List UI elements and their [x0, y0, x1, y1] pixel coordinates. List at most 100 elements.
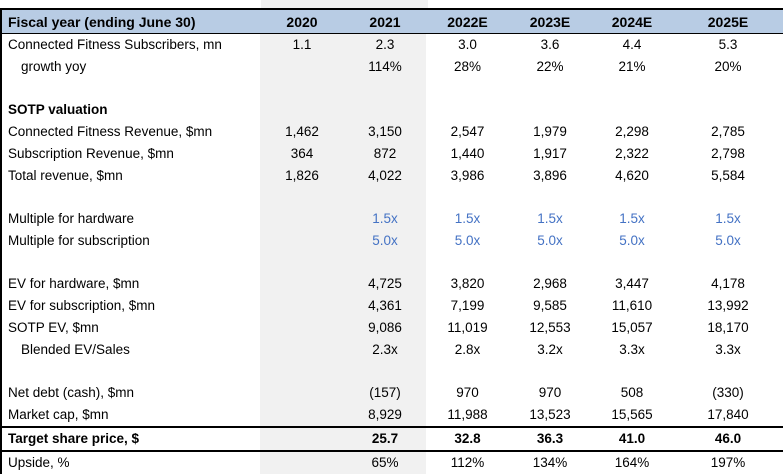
empty-cell[interactable]	[426, 187, 509, 208]
cell-value[interactable]: 11,019	[447, 320, 488, 335]
cell-value[interactable]: 9,086	[344, 317, 426, 339]
cell-value[interactable]: 3.3x	[715, 342, 741, 357]
cell-value[interactable]: 41.0	[591, 426, 673, 452]
header-year-2023e[interactable]: 2023E	[509, 9, 591, 34]
cell-value[interactable]: 2,547	[450, 124, 485, 139]
cell-value[interactable]: 12,553	[529, 320, 571, 335]
row-label[interactable]: Upside, %	[8, 455, 70, 470]
empty-cell[interactable]	[344, 252, 426, 273]
row-label[interactable]: Net debt (cash), $mn	[8, 385, 135, 400]
row-label[interactable]: EV for hardware, $mn	[8, 276, 140, 291]
cell-value[interactable]: 7,199	[450, 298, 485, 313]
cell-value[interactable]: 5.0x	[344, 230, 426, 252]
row-label[interactable]: Total revenue, $mn	[8, 168, 123, 183]
row-label[interactable]: Connected Fitness Revenue, $mn	[8, 124, 213, 139]
cell-value[interactable]	[673, 99, 783, 121]
empty-cell[interactable]	[1, 361, 260, 382]
row-label[interactable]: Target share price, $	[1, 426, 260, 452]
empty-cell[interactable]	[1, 252, 260, 273]
cell-value[interactable]: 13,523	[529, 407, 571, 422]
cell-value[interactable]: 2,298	[615, 124, 649, 139]
cell-value[interactable]	[260, 426, 344, 452]
cell-value[interactable]: 4.4	[622, 37, 642, 52]
row-label[interactable]: SOTP valuation	[8, 102, 108, 117]
cell-value[interactable]: 36.3	[509, 426, 591, 452]
cell-value[interactable]: (330)	[712, 385, 744, 400]
cell-value[interactable]: 5,584	[711, 168, 745, 183]
cell-value[interactable]	[260, 56, 344, 78]
cell-value[interactable]: 25.7	[344, 426, 426, 452]
row-label[interactable]: EV for subscription, $mn	[8, 298, 156, 313]
empty-cell[interactable]	[260, 187, 344, 208]
cell-value[interactable]: 2,785	[711, 124, 745, 139]
header-year-2022e[interactable]: 2022E	[426, 9, 509, 34]
cell-value[interactable]: 5.0x	[537, 233, 563, 248]
cell-value[interactable]: 1,462	[260, 121, 344, 143]
empty-cell[interactable]	[344, 361, 426, 382]
cell-value[interactable]: 28%	[453, 59, 482, 74]
empty-cell[interactable]	[426, 252, 509, 273]
cell-value[interactable]: 5.3	[718, 37, 738, 52]
empty-cell[interactable]	[509, 187, 591, 208]
cell-value[interactable]: 5.0x	[454, 233, 481, 248]
cell-value[interactable]	[260, 339, 344, 361]
cell-value[interactable]	[591, 99, 673, 121]
cell-value[interactable]: 3,150	[344, 121, 426, 143]
cell-value[interactable]: 3,986	[450, 168, 485, 183]
cell-value[interactable]: 15,057	[611, 320, 653, 335]
cell-value[interactable]: (157)	[344, 382, 426, 404]
cell-value[interactable]: 11,610	[611, 298, 653, 313]
empty-cell[interactable]	[673, 78, 783, 99]
cell-value[interactable]: 1.1	[260, 33, 344, 56]
cell-value[interactable]	[509, 99, 591, 121]
cell-value[interactable]	[260, 382, 344, 404]
cell-value[interactable]: 5.0x	[619, 233, 645, 248]
empty-cell[interactable]	[426, 78, 509, 99]
cell-value[interactable]: 21%	[618, 59, 646, 74]
row-label[interactable]: SOTP EV, $mn	[8, 320, 99, 335]
cell-value[interactable]: 65%	[344, 451, 426, 474]
row-label[interactable]: Multiple for hardware	[8, 211, 135, 226]
cell-value[interactable]: 3.2x	[537, 342, 563, 357]
cell-value[interactable]: 2.3x	[344, 339, 426, 361]
row-label[interactable]: growth yoy	[21, 59, 87, 74]
cell-value[interactable]: 11,988	[447, 407, 488, 422]
empty-cell[interactable]	[260, 78, 344, 99]
cell-value[interactable]: 32.8	[426, 426, 509, 452]
header-year-2020[interactable]: 2020	[260, 9, 344, 34]
cell-value[interactable]: 1,917	[533, 146, 567, 161]
cell-value[interactable]: 5.0x	[715, 233, 741, 248]
cell-value[interactable]: 872	[344, 143, 426, 165]
empty-cell[interactable]	[673, 187, 783, 208]
header-fiscal-year-label[interactable]: Fiscal year (ending June 30)	[1, 9, 260, 34]
cell-value[interactable]: 2,322	[615, 146, 649, 161]
cell-value[interactable]: 1,440	[450, 146, 485, 161]
header-year-2025e[interactable]: 2025E	[673, 9, 783, 34]
cell-value[interactable]: 3,896	[533, 168, 567, 183]
cell-value[interactable]: 4,178	[711, 276, 745, 291]
cell-value[interactable]: 1.5x	[344, 208, 426, 230]
row-label[interactable]: Subscription Revenue, $mn	[8, 146, 174, 161]
header-year-2024e[interactable]: 2024E	[591, 9, 673, 34]
empty-cell[interactable]	[344, 78, 426, 99]
cell-value[interactable]: 1.5x	[454, 211, 481, 226]
cell-value[interactable]: 4,620	[615, 168, 649, 183]
cell-value[interactable]: 4,361	[344, 295, 426, 317]
cell-value[interactable]: 18,170	[707, 320, 749, 335]
row-label[interactable]: Connected Fitness Subscribers, mn	[8, 37, 222, 52]
empty-cell[interactable]	[509, 361, 591, 382]
empty-cell[interactable]	[426, 361, 509, 382]
cell-value[interactable]: 112%	[450, 455, 485, 470]
header-year-2021[interactable]: 2021	[344, 9, 426, 34]
cell-value[interactable]: 3.3x	[619, 342, 645, 357]
cell-value[interactable]: 164%	[614, 455, 650, 470]
cell-value[interactable]: 9,585	[533, 298, 567, 313]
cell-value[interactable]: 3,447	[615, 276, 649, 291]
cell-value[interactable]: 8,929	[344, 404, 426, 427]
cell-value[interactable]: 15,565	[611, 407, 653, 422]
cell-value[interactable]: 970	[538, 385, 562, 400]
cell-value[interactable]: 2,968	[533, 276, 567, 291]
row-label[interactable]: Blended EV/Sales	[21, 342, 130, 357]
empty-cell[interactable]	[673, 252, 783, 273]
cell-value[interactable]: 2,798	[711, 146, 745, 161]
